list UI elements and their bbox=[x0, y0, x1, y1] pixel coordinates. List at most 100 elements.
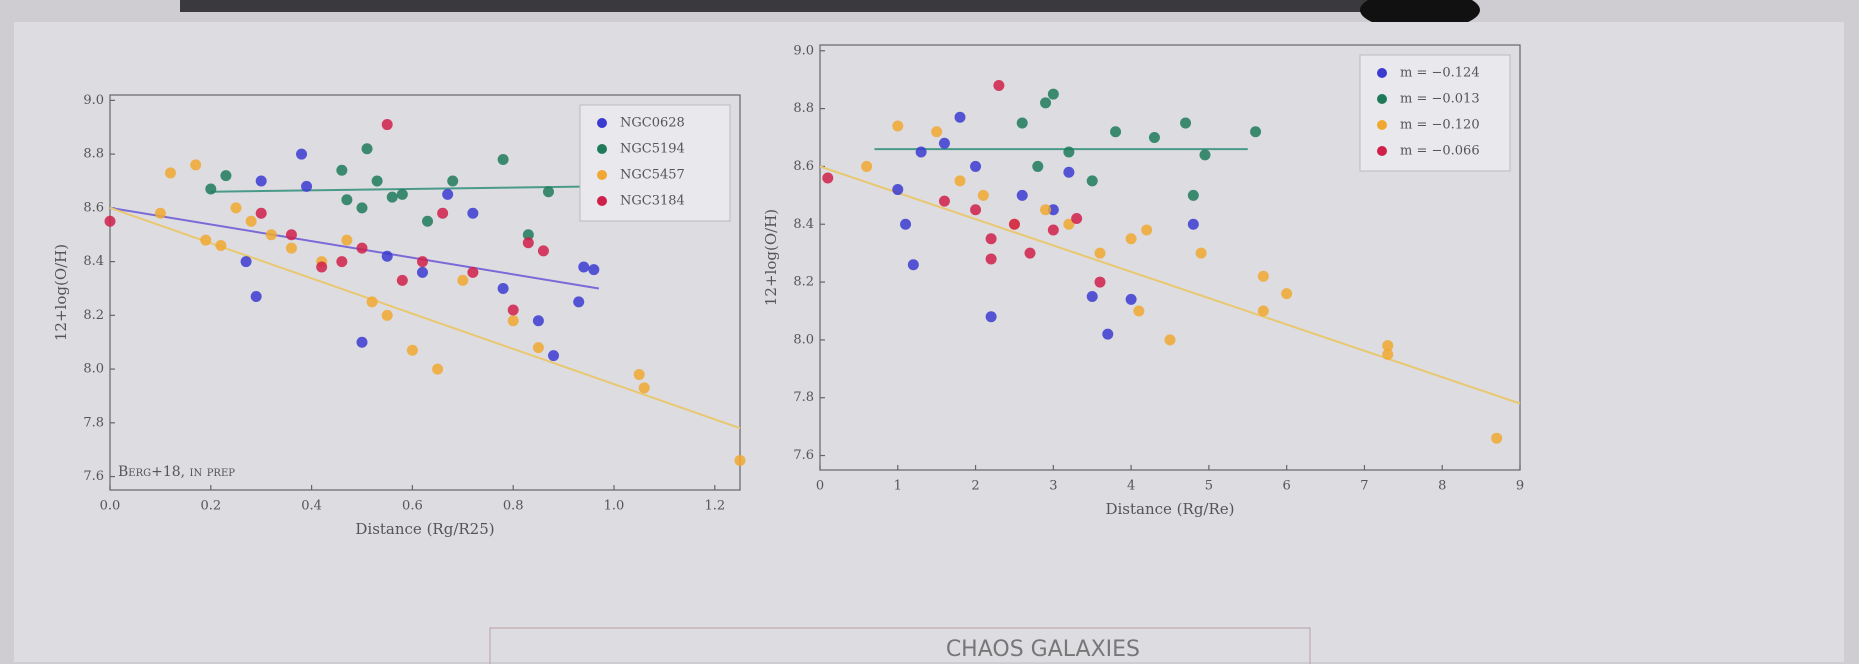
legend-swatch bbox=[1377, 68, 1387, 78]
point bbox=[1199, 149, 1211, 161]
legend-label: m = −0.013 bbox=[1400, 92, 1480, 107]
x-tick-label: 4 bbox=[1127, 479, 1135, 494]
y-tick-label: 8.8 bbox=[83, 147, 104, 162]
point bbox=[416, 256, 428, 268]
point bbox=[633, 368, 645, 380]
point bbox=[381, 119, 393, 131]
y-axis-label: 12+log(O/H) bbox=[762, 209, 780, 306]
point bbox=[285, 242, 297, 254]
legend-swatch bbox=[1377, 120, 1387, 130]
point bbox=[1257, 305, 1269, 317]
legend-label: NGC3184 bbox=[620, 194, 685, 209]
point bbox=[240, 256, 252, 268]
x-tick-label: 9 bbox=[1516, 479, 1524, 494]
x-tick-label: 0.2 bbox=[200, 499, 221, 514]
point bbox=[507, 304, 519, 316]
point bbox=[1094, 247, 1106, 259]
point bbox=[985, 253, 997, 265]
point bbox=[1094, 276, 1106, 288]
legend-label: NGC5194 bbox=[620, 142, 685, 157]
point bbox=[1102, 328, 1114, 340]
y-tick-label: 7.6 bbox=[83, 469, 104, 484]
point bbox=[931, 126, 943, 138]
point bbox=[255, 207, 267, 219]
point bbox=[396, 274, 408, 286]
legend: m = −0.124 m = −0.013 m = −0.120 m = −0.066 bbox=[1359, 54, 1511, 172]
point bbox=[1047, 88, 1059, 100]
point bbox=[1148, 132, 1160, 144]
point bbox=[497, 282, 509, 294]
point bbox=[1110, 126, 1122, 138]
y-tick-label: 8.0 bbox=[83, 362, 104, 377]
legend-swatch bbox=[597, 170, 607, 180]
point bbox=[938, 195, 950, 207]
point bbox=[734, 454, 746, 466]
plot-area bbox=[819, 44, 1521, 471]
point bbox=[341, 194, 353, 206]
point bbox=[230, 202, 242, 214]
legend-swatch bbox=[1377, 94, 1387, 104]
y-tick-label: 8.4 bbox=[83, 254, 104, 269]
point bbox=[220, 170, 232, 182]
point bbox=[1281, 288, 1293, 300]
point bbox=[954, 175, 966, 187]
point bbox=[255, 175, 267, 187]
point bbox=[1040, 204, 1052, 216]
legend-swatch bbox=[1377, 146, 1387, 156]
point bbox=[164, 167, 176, 179]
point bbox=[537, 245, 549, 257]
point bbox=[301, 180, 313, 192]
fit-line bbox=[819, 165, 1521, 405]
x-tick-label: 1.2 bbox=[704, 499, 725, 514]
point bbox=[1195, 247, 1207, 259]
legend-label: NGC5457 bbox=[620, 168, 685, 183]
x-tick-label: 0 bbox=[816, 479, 824, 494]
y-tick-label: 8.2 bbox=[793, 275, 814, 290]
y-tick-label: 8.2 bbox=[83, 308, 104, 323]
point bbox=[892, 120, 904, 132]
point bbox=[316, 261, 328, 273]
point bbox=[985, 311, 997, 323]
point bbox=[1086, 291, 1098, 303]
legend-label: m = −0.124 bbox=[1400, 66, 1480, 81]
point bbox=[507, 315, 519, 327]
point bbox=[1187, 218, 1199, 230]
point bbox=[1063, 218, 1075, 230]
point bbox=[522, 237, 534, 249]
point bbox=[104, 215, 116, 227]
legend-label: m = −0.066 bbox=[1400, 144, 1480, 159]
point bbox=[1250, 126, 1262, 138]
y-tick-label: 9.0 bbox=[83, 93, 104, 108]
point bbox=[296, 148, 308, 160]
point bbox=[532, 342, 544, 354]
y-tick-label: 8.4 bbox=[793, 217, 814, 232]
fit-line bbox=[210, 185, 599, 193]
x-tick-label: 0.0 bbox=[100, 499, 121, 514]
point bbox=[892, 184, 904, 196]
point bbox=[250, 291, 262, 303]
point bbox=[1086, 175, 1098, 187]
point bbox=[381, 309, 393, 321]
point bbox=[457, 274, 469, 286]
legend-swatch bbox=[597, 118, 607, 128]
point bbox=[371, 175, 383, 187]
x-tick-label: 0.4 bbox=[301, 499, 322, 514]
footer-box bbox=[489, 627, 1311, 664]
point bbox=[1008, 218, 1020, 230]
point bbox=[907, 259, 919, 271]
point bbox=[336, 256, 348, 268]
point bbox=[578, 261, 590, 273]
point bbox=[522, 229, 534, 241]
fit-line bbox=[109, 206, 741, 430]
point bbox=[1491, 432, 1503, 444]
point bbox=[1257, 270, 1269, 282]
point bbox=[467, 266, 479, 278]
point bbox=[416, 266, 428, 278]
point bbox=[200, 234, 212, 246]
x-tick-label: 6 bbox=[1283, 479, 1291, 494]
point bbox=[422, 215, 434, 227]
point bbox=[245, 215, 257, 227]
x-tick-label: 8 bbox=[1438, 479, 1446, 494]
point bbox=[993, 79, 1005, 91]
